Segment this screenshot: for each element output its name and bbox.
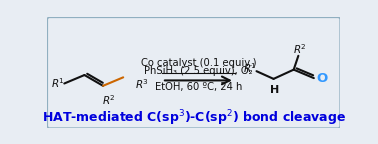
Text: $R^2$: $R^2$ bbox=[102, 94, 116, 107]
Text: $R^2$: $R^2$ bbox=[293, 42, 307, 56]
Text: H: H bbox=[271, 85, 280, 95]
Text: Co catalyst (0.1 equiv.): Co catalyst (0.1 equiv.) bbox=[141, 58, 256, 69]
Text: O: O bbox=[316, 72, 327, 85]
FancyBboxPatch shape bbox=[47, 17, 340, 128]
Text: $R^3$: $R^3$ bbox=[135, 77, 149, 91]
Text: $R^1$: $R^1$ bbox=[243, 61, 257, 75]
Text: PhSiH₃ (2.5 equiv), O₂: PhSiH₃ (2.5 equiv), O₂ bbox=[144, 66, 253, 76]
FancyArrowPatch shape bbox=[165, 76, 230, 84]
Text: HAT-mediated C(sp$^3$)-C(sp$^2$) bond cleavage: HAT-mediated C(sp$^3$)-C(sp$^2$) bond cl… bbox=[42, 108, 346, 128]
Text: EtOH, 60 ºC, 24 h: EtOH, 60 ºC, 24 h bbox=[155, 82, 242, 92]
Text: $R^1$: $R^1$ bbox=[51, 77, 65, 90]
